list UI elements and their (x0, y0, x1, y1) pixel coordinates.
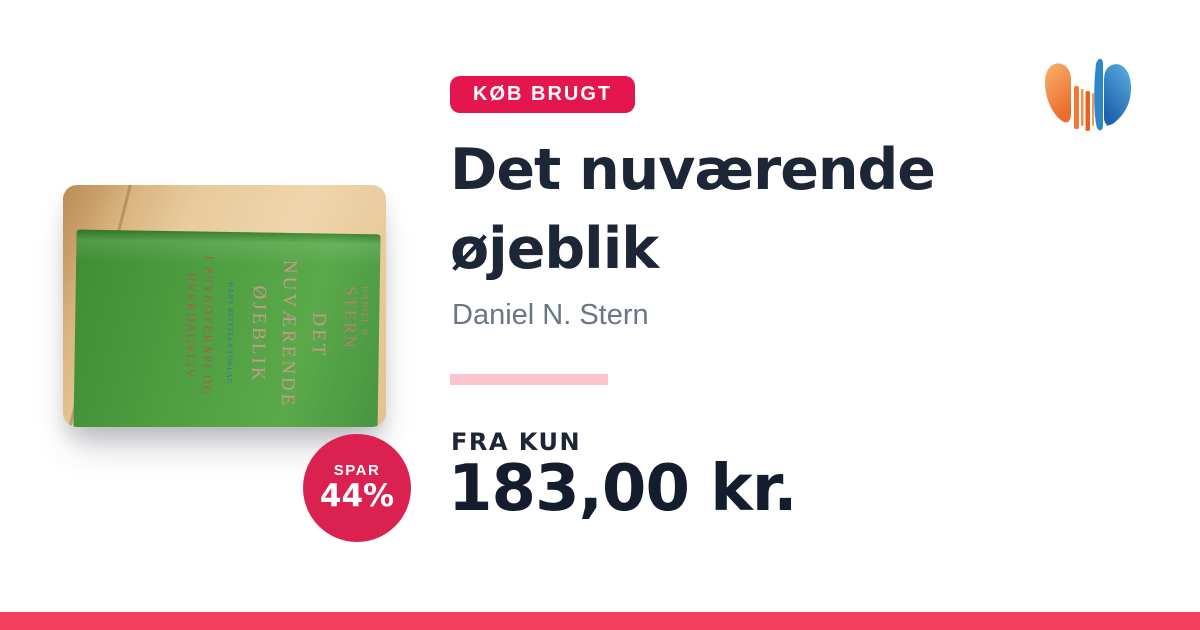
book-cover-text: DANIEL N. STERN DET NUVÆRENDE ØJEBLIK HAN… (181, 233, 371, 427)
book-cover-title: DET NUVÆRENDE ØJEBLIK (242, 234, 335, 427)
bottom-accent-bar (0, 612, 1200, 630)
price-label: FRA KUN (451, 428, 582, 456)
pink-divider (450, 374, 608, 385)
buy-used-badge[interactable]: KØB BRUGT (450, 76, 636, 113)
book-cover-title-line1: DET NUVÆRENDE (277, 260, 330, 410)
page-title-line1: Det nuværende (450, 137, 936, 203)
author-name: Daniel N. Stern (452, 299, 649, 331)
price-value: 183,00 kr. (448, 452, 798, 526)
page-title-line2: øjeblik (450, 216, 659, 282)
book-cover-publisher: HANS REITZELS FORLAG (225, 282, 236, 386)
product-photo: DANIEL N. STERN DET NUVÆRENDE ØJEBLIK HAN… (63, 185, 386, 427)
barcode-bird-logo[interactable] (1038, 52, 1138, 216)
book-cover-author-last: STERN (340, 285, 361, 351)
book-cover-subtitle: I PSYKOTERAPI OG HVERDAGSLIV (181, 233, 218, 427)
book-cover-author: DANIEL N. STERN (339, 236, 371, 427)
book-cover-subtitle-line1: I PSYKOTERAPI OG (200, 256, 217, 397)
book-cover-subtitle-line2: HVERDAGSLIV (183, 272, 200, 381)
page-title: Det nuværende øjeblik (450, 131, 1070, 289)
discount-value: 44% (319, 478, 395, 515)
discount-label: SPAR (333, 462, 381, 480)
discount-badge: SPAR 44% (303, 434, 411, 542)
book-cover: DANIEL N. STERN DET NUVÆRENDE ØJEBLIK HAN… (73, 229, 381, 427)
book-cover-title-line2: ØJEBLIK (247, 285, 271, 384)
